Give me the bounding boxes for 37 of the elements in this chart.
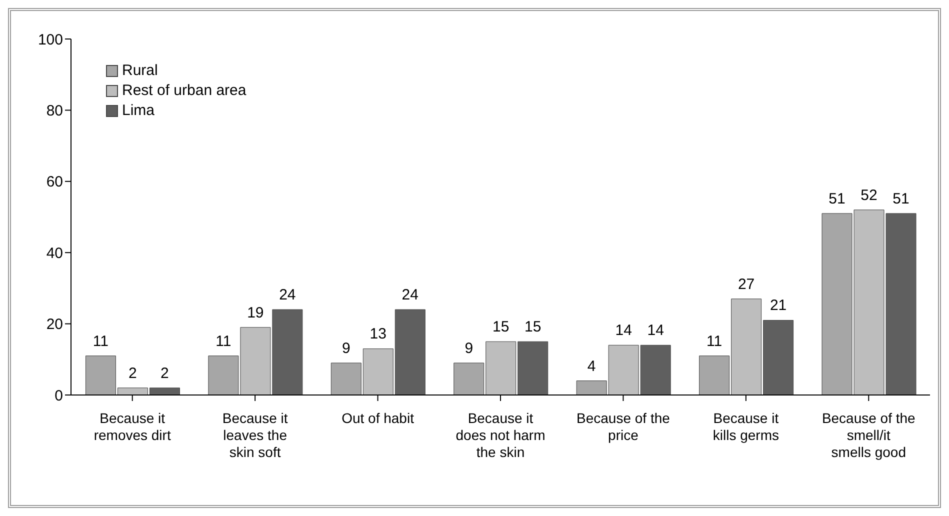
data-label: 24	[279, 286, 296, 304]
data-label: 9	[464, 340, 474, 357]
data-label: 2	[160, 364, 169, 382]
legend-label: Rest of urban area	[122, 81, 246, 101]
data-label: 14	[615, 322, 632, 340]
data-label: 14	[647, 322, 664, 340]
y-tick-label: 100	[38, 31, 63, 48]
y-tick-label: 40	[46, 244, 63, 262]
y-tick-label: 20	[46, 316, 63, 334]
data-label: 27	[738, 276, 755, 293]
x-tick-label: Because it leaves the skin soft	[222, 410, 288, 460]
y-tick-label: 60	[46, 174, 63, 191]
data-label: 11	[92, 332, 109, 350]
legend-label: Lima	[122, 101, 155, 121]
x-tick-label: Because it removes dirt	[94, 410, 171, 443]
y-tick-label: 80	[46, 102, 63, 120]
data-label: 52	[860, 186, 878, 204]
data-label: 21	[770, 297, 787, 314]
x-tick-label: Out of habit	[342, 410, 414, 426]
data-label: 2	[128, 364, 137, 382]
data-label: 4	[587, 358, 596, 375]
data-label: 51	[892, 190, 910, 208]
data-label: 15	[492, 318, 510, 336]
data-label: 15	[524, 318, 542, 336]
data-label: 11	[216, 332, 232, 350]
x-tick-label: Because it does not harm the skin	[456, 410, 546, 460]
x-tick-label: Because of the smell/it smells good	[822, 410, 916, 460]
data-label: 9	[342, 340, 350, 357]
data-label: 13	[370, 326, 386, 343]
x-tick-label: Because of the price	[576, 410, 670, 443]
legend-label: Rural	[122, 61, 158, 81]
y-tick-label: 0	[54, 387, 63, 404]
data-label: 11	[706, 332, 722, 350]
data-label: 51	[828, 190, 846, 208]
data-label: 24	[402, 286, 418, 304]
x-tick-label: Because it kills germs	[712, 410, 779, 443]
data-label: 19	[247, 304, 264, 322]
